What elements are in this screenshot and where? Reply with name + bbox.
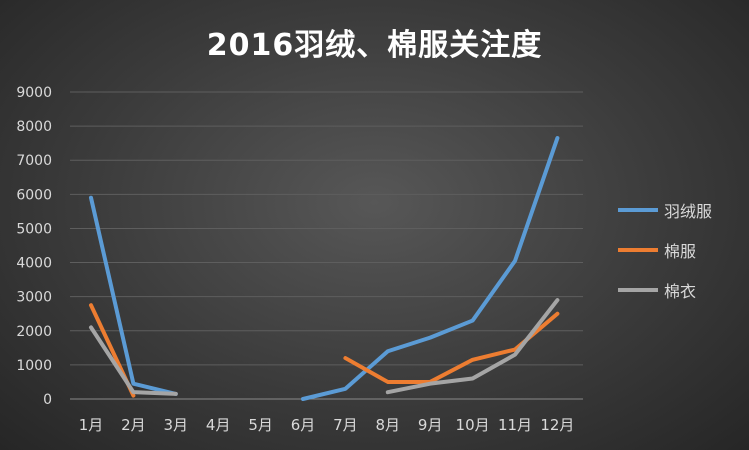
y-tick-label: 2000	[16, 324, 52, 340]
x-tick-label: 1月	[79, 416, 104, 434]
legend-swatch	[618, 248, 658, 252]
x-tick-label: 2月	[121, 416, 146, 434]
x-tick-label: 9月	[418, 416, 443, 434]
x-tick-label: 3月	[164, 416, 189, 434]
y-tick-label: 1000	[16, 358, 52, 374]
y-tick-label: 6000	[16, 187, 52, 203]
series-line-棉衣	[388, 300, 558, 392]
y-tick-label: 0	[43, 392, 52, 408]
legend-item: 棉服	[618, 240, 712, 260]
legend-item: 羽绒服	[618, 200, 712, 220]
x-tick-label: 4月	[206, 416, 231, 434]
legend-label: 棉服	[664, 238, 696, 262]
y-tick-label: 9000	[16, 85, 52, 101]
x-tick-label: 5月	[248, 416, 273, 434]
legend-label: 羽绒服	[664, 198, 712, 222]
legend-swatch	[618, 208, 658, 212]
series-line-棉服	[345, 314, 557, 382]
x-tick-label: 8月	[376, 416, 401, 434]
x-tick-label: 7月	[333, 416, 358, 434]
legend-swatch	[618, 288, 658, 292]
y-tick-label: 7000	[16, 153, 52, 169]
x-tick-label: 10月	[456, 416, 490, 434]
y-tick-label: 8000	[16, 119, 52, 135]
series-line-羽绒服	[303, 138, 557, 399]
x-tick-label: 6月	[291, 416, 316, 434]
x-tick-label: 11月	[498, 416, 532, 434]
y-tick-label: 4000	[16, 256, 52, 272]
legend-label: 棉衣	[664, 278, 696, 302]
legend: 羽绒服 棉服 棉衣	[618, 200, 712, 320]
y-tick-label: 3000	[16, 290, 52, 306]
legend-item: 棉衣	[618, 280, 712, 300]
x-tick-label: 12月	[540, 416, 574, 434]
y-tick-label: 5000	[16, 221, 52, 237]
